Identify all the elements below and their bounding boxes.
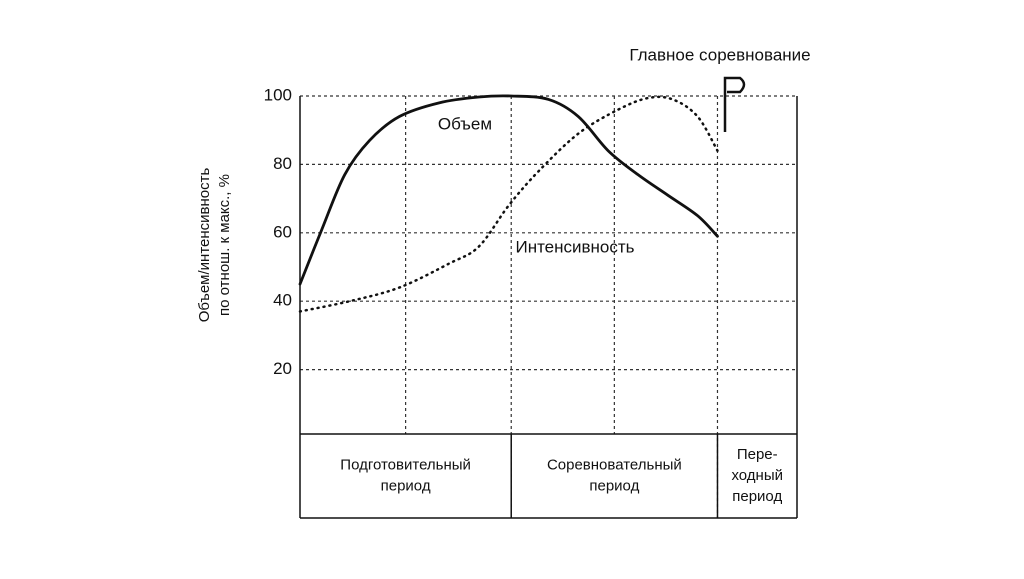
period-label: период <box>589 477 639 494</box>
chart-title: Главное соревнование <box>629 45 810 64</box>
y-tick-label: 40 <box>273 291 292 310</box>
flag <box>723 76 746 132</box>
y-tick-label: 80 <box>273 154 292 173</box>
y-axis-label: Объем/интенсивность по отнош. к макс., % <box>196 168 233 323</box>
period-label: период <box>732 488 782 505</box>
period-label: ходный <box>731 467 783 484</box>
series-line <box>298 95 719 313</box>
series-label: Объем <box>438 114 492 133</box>
period-label: Соревновательный <box>547 456 682 473</box>
y-tick-label: 60 <box>273 222 292 241</box>
period-label: Пере- <box>737 446 778 463</box>
series-label: Интенсивность <box>515 237 634 256</box>
y-tick-label: 20 <box>273 359 292 378</box>
period-label: Подготовительный <box>340 456 471 473</box>
series-line <box>298 94 719 286</box>
y-axis-label-line: по отнош. к макс., % <box>216 174 233 316</box>
y-axis-label-line: Объем/интенсивность <box>196 168 213 323</box>
period-label: период <box>381 477 431 494</box>
y-tick-label: 100 <box>264 85 292 104</box>
